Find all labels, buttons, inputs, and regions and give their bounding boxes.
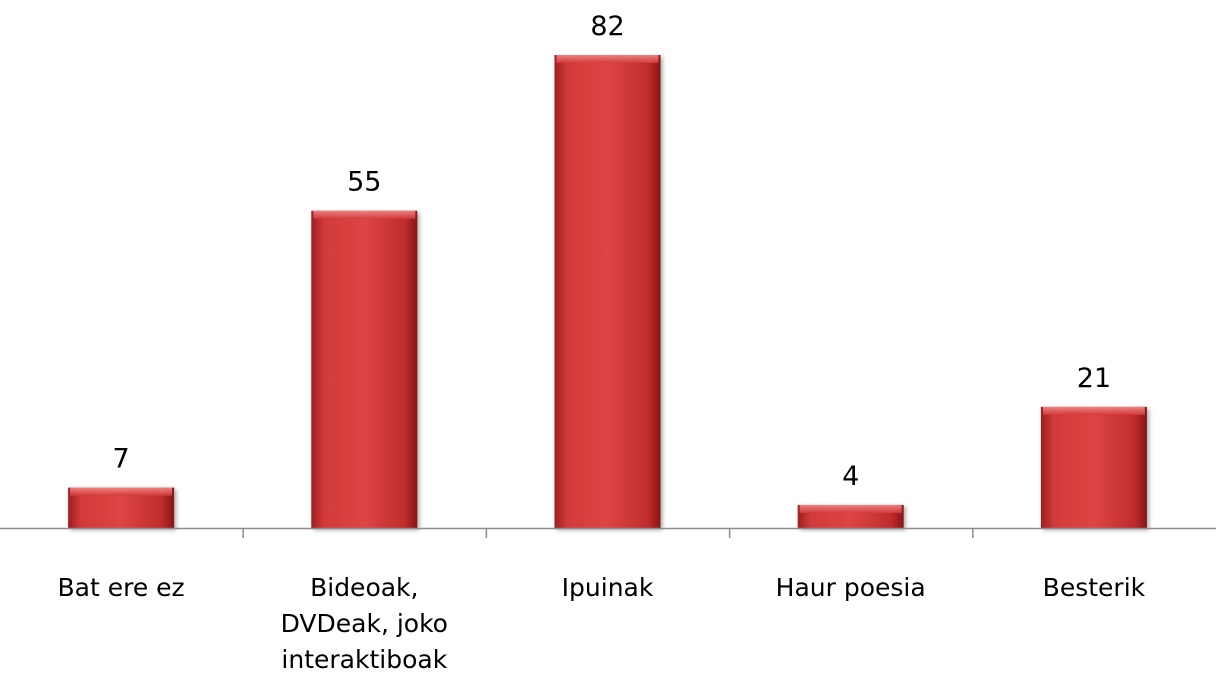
bar-value-label: 82 [590,11,624,42]
category-labels: Bat ere ez Bideoak, DVDeak, joko interaktib… [58,573,1146,674]
x-tick-label: Haur poesia [776,573,926,602]
x-tick-label: Bideoak, DVDeak, joko interaktiboak [281,573,448,674]
bar-value-label: 7 [113,444,130,475]
bar [311,210,418,528]
bar [797,504,904,528]
x-tick-label: Ipuinak [562,573,654,602]
value-labels: 7 55 82 4 21 [113,11,1112,492]
x-tick-label: Besterik [1043,573,1146,602]
bar-value-label: 55 [347,167,381,198]
x-tick-label: Bat ere ez [58,573,185,602]
bar [554,55,661,528]
bar-value-label: 4 [842,461,859,492]
bars-group [68,55,1147,528]
bar-value-label: 21 [1077,363,1111,394]
bar [68,487,175,528]
bar [1040,406,1147,528]
x-axis [0,527,1216,538]
